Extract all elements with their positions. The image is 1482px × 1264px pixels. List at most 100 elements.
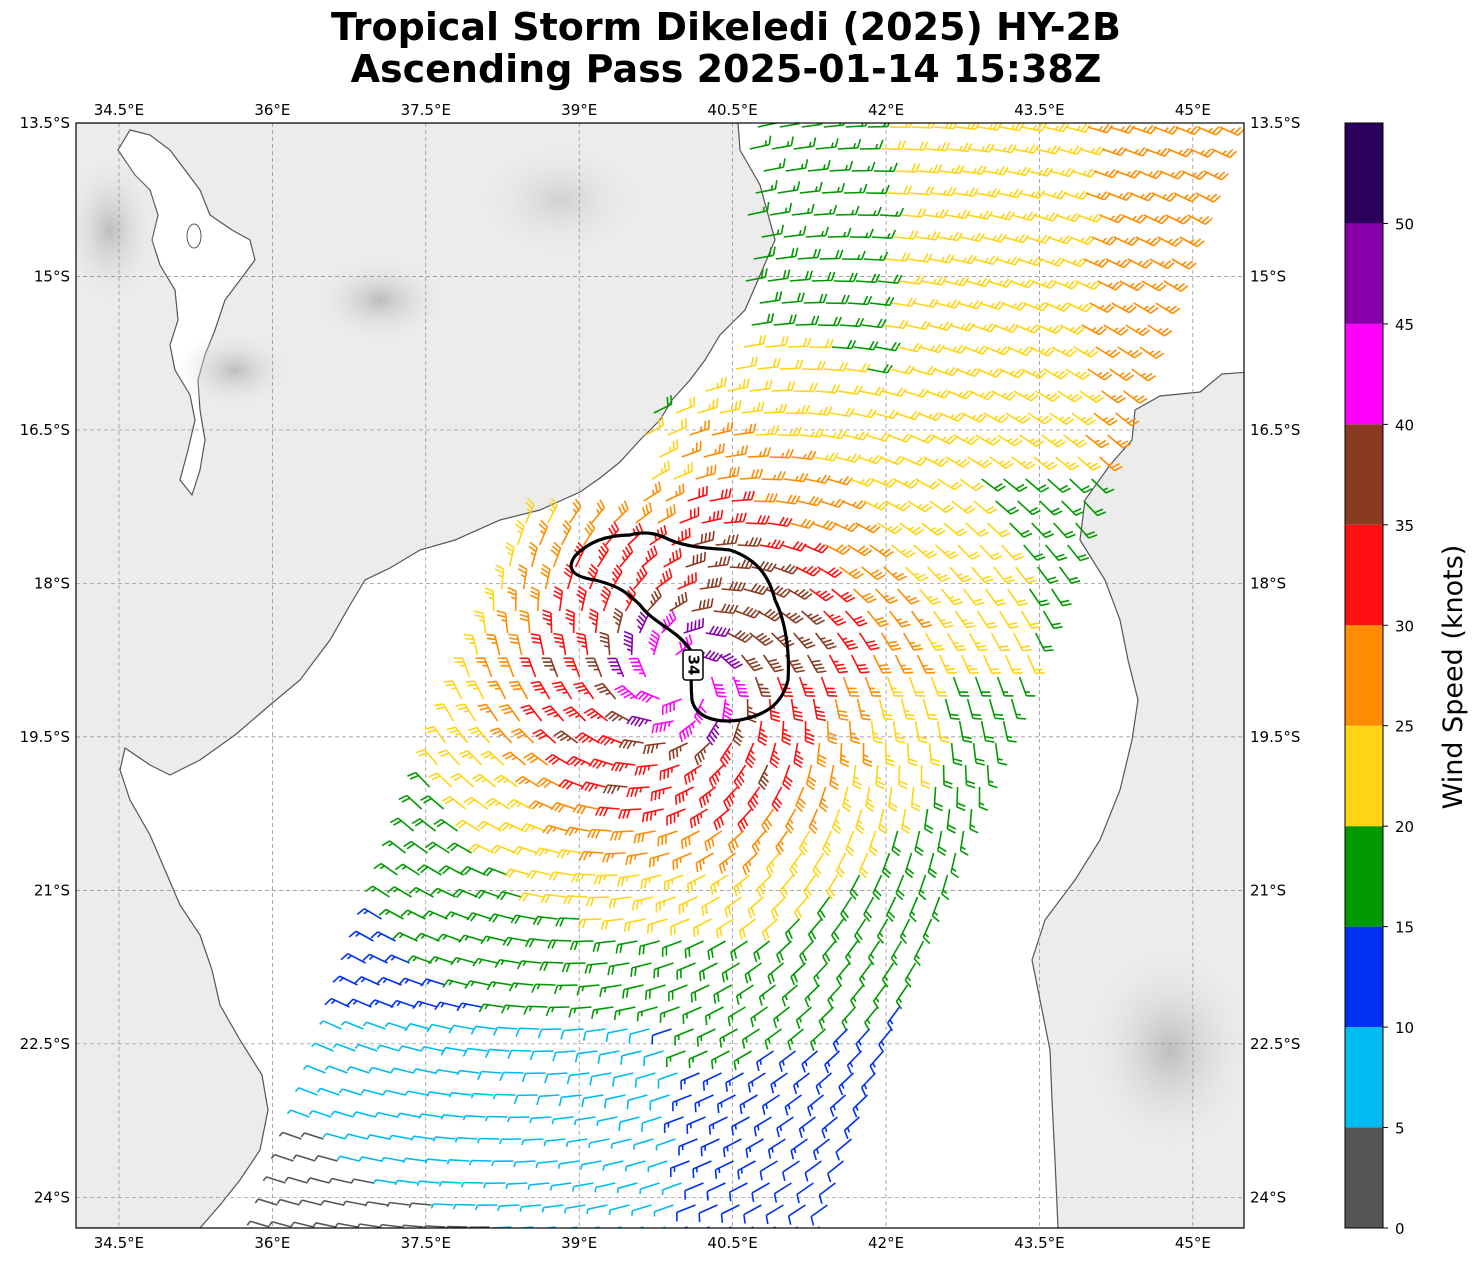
- wind-barb: [1004, 654, 1023, 675]
- wind-barb: [852, 764, 862, 790]
- colorbar-tick-label: 35: [1395, 517, 1414, 535]
- wind-barb: [270, 1153, 294, 1162]
- wind-barb: [835, 1138, 852, 1161]
- wind-barb: [1055, 456, 1080, 471]
- wind-barb: [821, 182, 846, 194]
- wind-barb: [551, 1116, 574, 1125]
- wind-barb: [262, 1176, 286, 1184]
- wind-barb: [368, 1066, 392, 1074]
- wind-barb: [532, 915, 558, 926]
- wind-barb: [344, 1133, 368, 1140]
- wind-barb: [849, 228, 874, 239]
- wind-barb: [819, 249, 844, 260]
- wind-barb: [913, 940, 925, 966]
- wind-barb: [1159, 170, 1185, 180]
- wind-barb: [779, 359, 804, 370]
- wind-barb: [1141, 280, 1167, 292]
- wind-barb: [827, 475, 853, 486]
- wind-barb: [300, 1132, 324, 1140]
- wind-barb: [390, 1067, 414, 1074]
- wind-barb: [1171, 258, 1197, 270]
- wind-barb: [933, 123, 958, 130]
- wind-barb: [758, 984, 776, 1006]
- wind-barb: [1127, 258, 1153, 269]
- wind-barb: [394, 1179, 418, 1186]
- wind-barb: [867, 610, 890, 628]
- wind-barb: [1025, 478, 1050, 493]
- wind-barb: [855, 273, 881, 284]
- wind-barb: [515, 1027, 540, 1037]
- wind-barb: [704, 830, 723, 852]
- wind-barb: [923, 808, 934, 834]
- wind-barb: [1015, 324, 1041, 334]
- wind-barb: [1067, 544, 1089, 562]
- wind-barb: [647, 587, 662, 612]
- wind-barb: [576, 984, 600, 996]
- wind-barb: [566, 1072, 590, 1085]
- wind-barb: [607, 657, 625, 678]
- lon-tick-label-top: 45°E: [1175, 101, 1211, 119]
- wind-barb: [1045, 544, 1068, 562]
- wind-barb: [836, 632, 859, 651]
- wind-barb: [710, 874, 728, 895]
- figure-title: Tropical Storm Dikeledi (2025) HY-2B Asc…: [0, 6, 1452, 90]
- wind-barb: [579, 850, 604, 861]
- wind-barb: [430, 1203, 454, 1209]
- wind-barb: [679, 506, 700, 524]
- wind-barb: [886, 676, 904, 697]
- wind-barb: [585, 657, 603, 678]
- wind-barb: [798, 1116, 816, 1138]
- wind-barb: [1020, 610, 1041, 629]
- wind-barb: [816, 742, 827, 768]
- wind-barb: [408, 1202, 432, 1209]
- wind-barb: [1189, 148, 1215, 158]
- wind-barb: [521, 1072, 546, 1083]
- wind-barb: [829, 160, 854, 172]
- wind-barb: [861, 318, 887, 329]
- wind-barb: [311, 1042, 334, 1052]
- wind-barb: [1065, 123, 1092, 133]
- wind-barb: [316, 1087, 340, 1096]
- wind-barb: [443, 680, 463, 700]
- wind-barb: [1002, 720, 1017, 743]
- wind-barb: [659, 764, 680, 781]
- wind-barb: [1153, 125, 1180, 135]
- wind-barb: [853, 588, 877, 604]
- wind-barb: [476, 1070, 502, 1080]
- wind-barb: [1075, 522, 1098, 539]
- wind-barb: [541, 1204, 564, 1213]
- wind-barb: [799, 181, 823, 194]
- wind-barb: [961, 412, 987, 423]
- wind-barb: [815, 384, 841, 394]
- wind-barb: [348, 930, 374, 942]
- wind-barb: [817, 566, 843, 579]
- wind-barb: [403, 840, 429, 854]
- lat-tick-label-left: 13.5°S: [20, 114, 70, 132]
- wind-barb: [1018, 676, 1036, 697]
- wind-barb: [626, 1094, 648, 1110]
- wind-barb: [973, 500, 998, 515]
- colorbar-bin: [1345, 524, 1383, 626]
- wind-barb: [910, 610, 933, 629]
- wind-barb: [615, 940, 638, 954]
- wind-barb: [1039, 500, 1063, 516]
- wind-barb: [1027, 167, 1053, 177]
- wind-barb: [876, 918, 889, 944]
- wind-barb: [885, 500, 911, 512]
- wind-barb: [1012, 632, 1032, 652]
- wind-barb: [965, 522, 989, 538]
- wind-barb: [794, 1226, 798, 1228]
- wind-barb: [628, 657, 647, 678]
- wind-barb: [812, 698, 827, 722]
- wind-barb: [580, 1160, 602, 1170]
- wind-barb: [667, 418, 687, 436]
- wind-barb: [594, 1182, 616, 1193]
- wind-barb: [706, 1182, 726, 1201]
- wind-barb: [772, 1006, 790, 1029]
- wind-barb: [484, 797, 510, 810]
- wind-barb: [763, 403, 788, 414]
- wind-barb: [933, 366, 959, 377]
- wind-barb: [488, 913, 514, 923]
- lon-tick-label-top: 39°E: [561, 101, 597, 119]
- wind-barb: [653, 962, 674, 979]
